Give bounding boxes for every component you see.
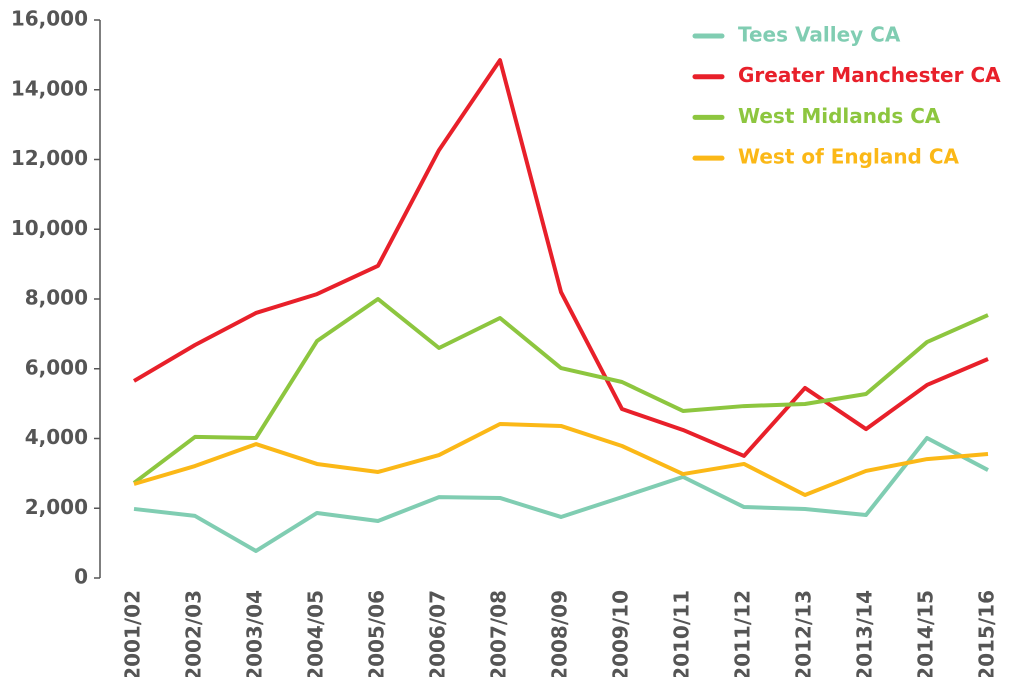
series-line bbox=[132, 58, 989, 458]
x-tick-label: 2006/07 bbox=[426, 590, 450, 677]
x-tick-label: 2014/15 bbox=[914, 590, 938, 677]
x-tick-label: 2011/12 bbox=[731, 590, 755, 677]
x-tick-label: 2013/14 bbox=[853, 590, 877, 677]
x-tick-label: 2012/13 bbox=[792, 590, 816, 677]
legend-label: Greater Manchester CA bbox=[738, 63, 1001, 87]
x-tick-label: 2002/03 bbox=[182, 590, 206, 677]
legend-label: West Midlands CA bbox=[738, 104, 941, 128]
y-tick-label: 2,000 bbox=[25, 495, 88, 519]
y-tick-label: 12,000 bbox=[11, 146, 88, 170]
series-line bbox=[132, 297, 989, 485]
y-tick-label: 0 bbox=[74, 565, 88, 589]
x-tick-label: 2004/05 bbox=[304, 590, 328, 677]
x-tick-label: 2015/16 bbox=[975, 590, 999, 677]
x-tick-label: 2008/09 bbox=[548, 590, 572, 677]
series-line bbox=[133, 422, 989, 497]
y-tick-label: 8,000 bbox=[25, 286, 88, 310]
x-tick-label: 2003/04 bbox=[243, 590, 267, 677]
legend-label: Tees Valley CA bbox=[738, 23, 901, 47]
x-tick-label: 2009/10 bbox=[609, 590, 633, 677]
series-line bbox=[133, 435, 989, 553]
x-tick-label: 2007/08 bbox=[487, 590, 511, 677]
y-tick-label: 6,000 bbox=[25, 355, 88, 379]
x-tick-label: 2001/02 bbox=[121, 590, 145, 677]
y-tick-label: 14,000 bbox=[11, 76, 88, 100]
x-tick-label: 2005/06 bbox=[365, 590, 389, 677]
y-tick-label: 16,000 bbox=[11, 7, 88, 31]
y-tick-label: 4,000 bbox=[25, 425, 88, 449]
y-tick-label: 10,000 bbox=[11, 216, 88, 240]
legend-label: West of England CA bbox=[738, 145, 960, 169]
x-tick-label: 2010/11 bbox=[670, 590, 694, 677]
